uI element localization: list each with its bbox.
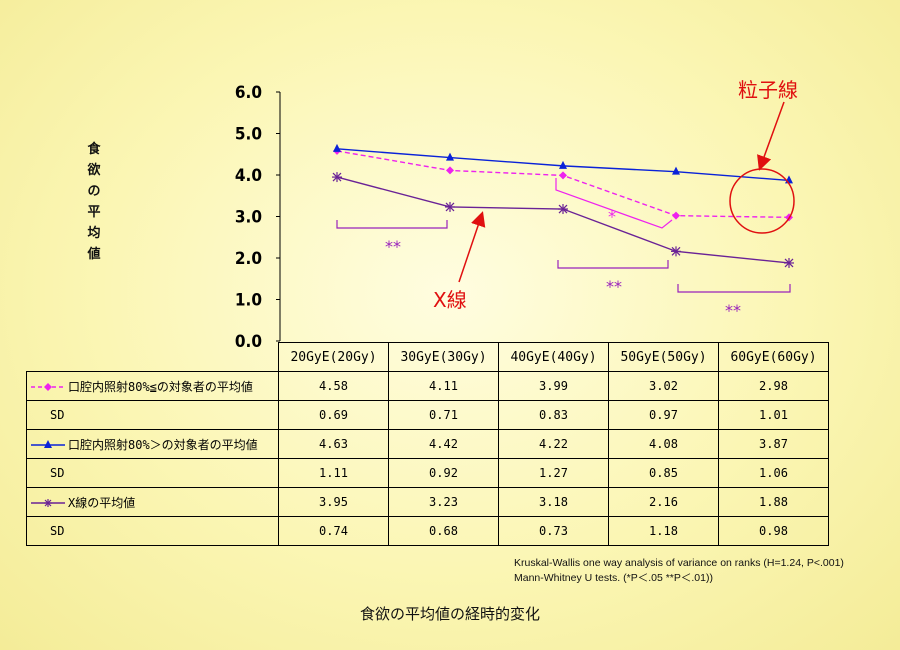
sd-row-label: SD	[26, 516, 279, 546]
data-table: 20GyE(20Gy) 30GyE(30Gy) 40GyE(40Gy) 50Gy…	[26, 342, 829, 546]
xray-annotation: X線	[433, 288, 467, 312]
table-row: SD 0.69 0.71 0.83 0.97 1.01	[26, 400, 829, 430]
table-cell: 0.69	[278, 400, 389, 430]
data-point	[671, 246, 681, 257]
category-header: 50GyE(50Gy)	[608, 342, 719, 372]
table-row: X線の平均値 3.95 3.23 3.18 2.16 1.88	[26, 487, 829, 517]
legend-label: 口腔内照射80%≦の対象者の平均値	[68, 379, 253, 394]
table-cell: 0.83	[498, 400, 609, 430]
y-axis-label-char: 欲	[87, 163, 101, 178]
table-cell: 0.74	[278, 516, 389, 546]
legend-entry: X線の平均値	[26, 487, 279, 517]
y-tick-label: 5.0	[235, 125, 262, 145]
table-cell: 1.11	[278, 458, 389, 488]
y-axis-label-char: 食	[87, 142, 101, 157]
category-header: 60GyE(60Gy)	[718, 342, 829, 372]
table-cell: 4.58	[278, 371, 389, 401]
particle-beam-annotation: 粒子線	[738, 78, 798, 102]
data-point	[332, 172, 342, 183]
data-point	[672, 166, 680, 175]
significance-label: **	[725, 301, 741, 320]
y-axis-label-char: の	[87, 184, 101, 199]
table-row: 口腔内照射80%＞の対象者の平均値 4.63 4.42 4.22 4.08 3.…	[26, 429, 829, 459]
data-point	[445, 201, 455, 212]
table-cell: 3.99	[498, 371, 609, 401]
table-cell: 4.11	[388, 371, 499, 401]
table-cell: 3.95	[278, 487, 389, 517]
sd-row-label: SD	[26, 400, 279, 430]
significance-label: **	[385, 237, 401, 256]
legend-entry: 口腔内照射80%≦の対象者の平均値	[26, 371, 279, 401]
data-point	[446, 152, 454, 161]
table-cell: 1.88	[718, 487, 829, 517]
data-point	[446, 166, 454, 175]
table-cell: 4.63	[278, 429, 389, 459]
data-point	[559, 171, 567, 180]
table-cell: 0.71	[388, 400, 499, 430]
significance-label: **	[606, 277, 622, 296]
data-point	[333, 143, 341, 152]
table-cell: 0.97	[608, 400, 719, 430]
data-point	[558, 204, 568, 215]
table-cell: 1.01	[718, 400, 829, 430]
table-row: SD 0.74 0.68 0.73 1.18 0.98	[26, 516, 829, 546]
table-cell: 1.27	[498, 458, 609, 488]
table-cell: 0.92	[388, 458, 499, 488]
legend-triangle-icon	[31, 440, 65, 448]
data-point	[672, 211, 680, 220]
table-corner	[26, 342, 279, 372]
y-tick-label: 3.0	[235, 208, 262, 228]
table-cell: 1.06	[718, 458, 829, 488]
legend-label: 口腔内照射80%＞の対象者の平均値	[68, 437, 258, 452]
table-cell: 3.02	[608, 371, 719, 401]
sd-row-label: SD	[26, 458, 279, 488]
y-axis-label-char: 均	[87, 226, 101, 241]
category-header: 30GyE(30Gy)	[388, 342, 499, 372]
chart-caption: 食欲の平均値の経時的変化	[359, 605, 540, 623]
series-line	[336, 176, 790, 264]
y-tick-label: 1.0	[235, 291, 262, 311]
table-cell: 2.98	[718, 371, 829, 401]
table-cell: 3.18	[498, 487, 609, 517]
significance-bracket	[555, 178, 673, 229]
significance-bracket	[336, 220, 448, 229]
table-header-row: 20GyE(20Gy) 30GyE(30Gy) 40GyE(40Gy) 50Gy…	[26, 342, 829, 372]
table-cell: 2.16	[608, 487, 719, 517]
note-line: Mann-Whitney U tests. (*P＜.05 **P＜.01))	[514, 572, 713, 584]
significance-label: *	[608, 207, 616, 226]
legend-diamond-dashed-icon	[31, 383, 65, 391]
particle-arrow	[757, 101, 785, 171]
category-header: 20GyE(20Gy)	[278, 342, 389, 372]
table-cell: 0.68	[388, 516, 499, 546]
legend-asterisk-icon	[31, 499, 65, 507]
legend-entry: 口腔内照射80%＞の対象者の平均値	[26, 429, 279, 459]
y-tick-label: 2.0	[235, 249, 262, 269]
data-point	[784, 257, 794, 268]
table-cell: 4.42	[388, 429, 499, 459]
table-cell: 0.85	[608, 458, 719, 488]
data-point	[559, 160, 567, 169]
table-cell: 3.23	[388, 487, 499, 517]
table-row: 口腔内照射80%≦の対象者の平均値 4.58 4.11 3.99 3.02 2.…	[26, 371, 829, 401]
significance-bracket	[677, 284, 791, 293]
table-row: SD 1.11 0.92 1.27 0.85 1.06	[26, 458, 829, 488]
category-header: 40GyE(40Gy)	[498, 342, 609, 372]
y-tick-label: 6.0	[235, 83, 262, 103]
table-cell: 0.98	[718, 516, 829, 546]
table-cell: 3.87	[718, 429, 829, 459]
significance-bracket	[557, 260, 669, 269]
table-cell: 4.08	[608, 429, 719, 459]
note-line: Kruskal-Wallis one way analysis of varia…	[514, 557, 844, 569]
table-cell: 4.22	[498, 429, 609, 459]
table-cell: 1.18	[608, 516, 719, 546]
y-axis-label-char: 値	[87, 247, 101, 262]
y-tick-label: 4.0	[235, 166, 262, 186]
table-cell: 0.73	[498, 516, 609, 546]
statistics-notes: Kruskal-Wallis one way analysis of varia…	[514, 556, 844, 586]
legend-label: X線の平均値	[68, 495, 136, 510]
y-axis-label-char: 平	[87, 205, 101, 220]
xray-arrow	[458, 211, 486, 283]
